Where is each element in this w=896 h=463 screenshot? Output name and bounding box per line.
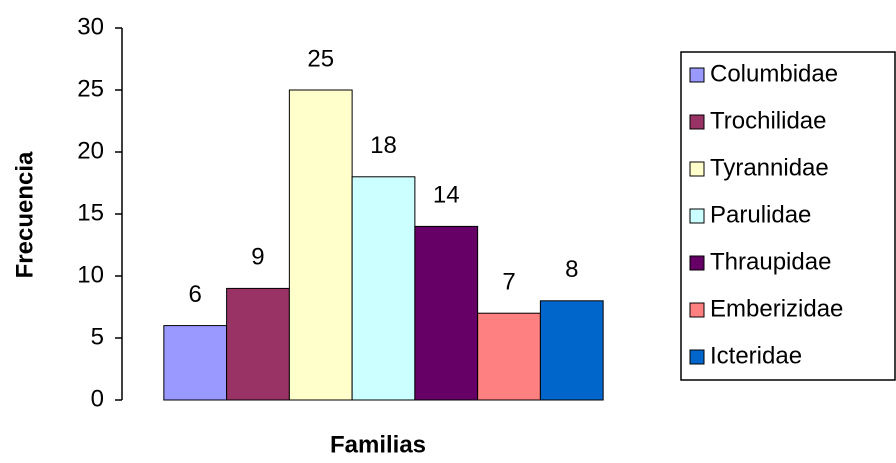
data-label: 18 bbox=[370, 132, 397, 159]
data-label: 8 bbox=[565, 256, 578, 283]
y-axis-label: Frecuencia bbox=[11, 151, 38, 278]
legend-swatch bbox=[689, 302, 705, 318]
legend-swatch bbox=[689, 349, 705, 365]
x-axis-label: Familias bbox=[330, 431, 426, 458]
legend-label: Emberizidae bbox=[710, 295, 843, 322]
legend-swatch bbox=[689, 161, 705, 177]
bar bbox=[539, 300, 604, 401]
bar bbox=[477, 312, 541, 401]
legend-label: Tyrannidae bbox=[710, 154, 829, 181]
legend-swatch bbox=[689, 114, 705, 130]
data-label: 9 bbox=[251, 244, 264, 271]
legend-label: Icteridae bbox=[710, 342, 802, 369]
y-tick-label: 25 bbox=[77, 75, 104, 102]
y-tick-label: 10 bbox=[77, 261, 104, 288]
legend-label: Thraupidae bbox=[710, 248, 831, 275]
bar bbox=[163, 325, 228, 401]
data-label: 7 bbox=[502, 269, 515, 296]
data-label: 14 bbox=[433, 182, 460, 209]
legend-label: Columbidae bbox=[710, 60, 838, 87]
bar bbox=[226, 287, 290, 401]
legend-label: Parulidae bbox=[710, 201, 811, 228]
data-label: 6 bbox=[189, 281, 202, 308]
legend-swatch bbox=[689, 208, 705, 224]
y-tick-label: 0 bbox=[91, 385, 104, 412]
y-tick-label: 5 bbox=[91, 323, 104, 350]
legend-label: Trochilidae bbox=[710, 107, 827, 134]
bar bbox=[414, 225, 479, 401]
bar bbox=[351, 176, 416, 401]
y-tick-label: 20 bbox=[77, 137, 104, 164]
y-tick-label: 15 bbox=[77, 199, 104, 226]
legend-box bbox=[680, 51, 896, 381]
data-label: 25 bbox=[307, 45, 334, 72]
bar bbox=[288, 89, 353, 401]
legend-swatch bbox=[689, 255, 705, 271]
y-tick-label: 30 bbox=[77, 13, 104, 40]
legend-swatch bbox=[689, 67, 705, 83]
